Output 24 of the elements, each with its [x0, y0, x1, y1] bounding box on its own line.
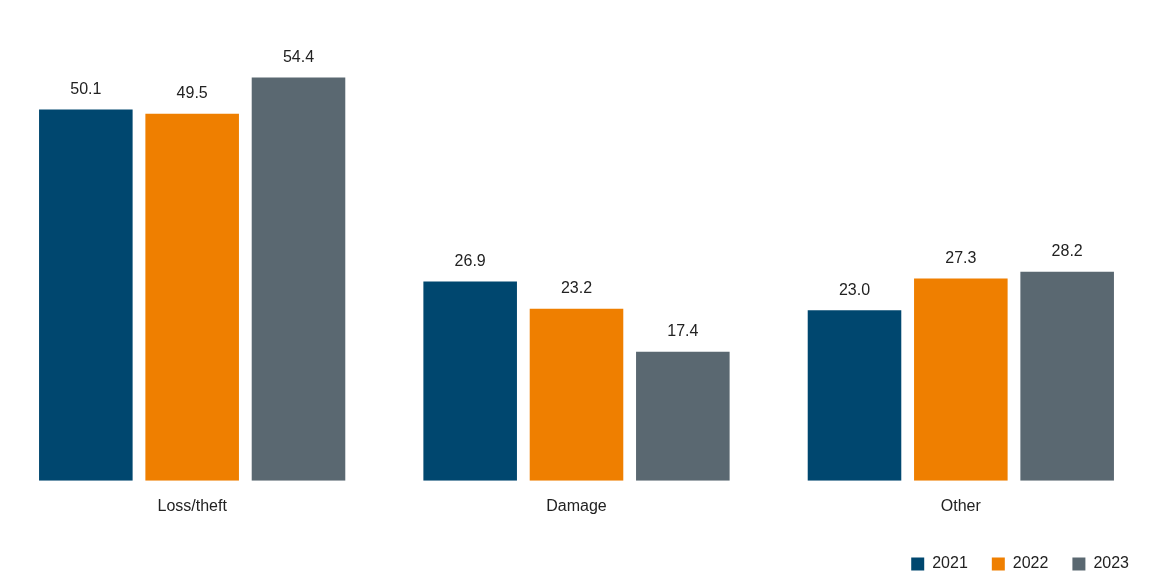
bar: [145, 113, 239, 481]
data-label: 23.2: [560, 279, 593, 297]
bar: [423, 281, 517, 481]
bar: [39, 109, 133, 481]
data-label: 49.5: [176, 84, 208, 102]
data-label: 54.4: [282, 47, 315, 65]
legend-label: 2022: [1012, 554, 1049, 572]
bar: [914, 278, 1008, 481]
data-label: 27.3: [945, 248, 977, 266]
bar: [807, 310, 902, 481]
bar: [1020, 271, 1114, 481]
data-label: 28.2: [1051, 242, 1083, 260]
data-label: 23.0: [838, 280, 871, 298]
data-label: 26.9: [454, 251, 486, 269]
x-tick-label: Other: [940, 496, 982, 514]
bar: [636, 351, 730, 481]
legend-label: 2021: [932, 554, 968, 572]
data-label: 50.1: [70, 79, 102, 97]
legend-label: 2023: [1093, 554, 1130, 572]
x-tick-label: Damage: [546, 496, 607, 514]
bar: [251, 77, 346, 481]
x-tick-label: Loss/theft: [157, 496, 228, 514]
data-label: 17.4: [667, 322, 699, 340]
bar: [529, 308, 624, 481]
